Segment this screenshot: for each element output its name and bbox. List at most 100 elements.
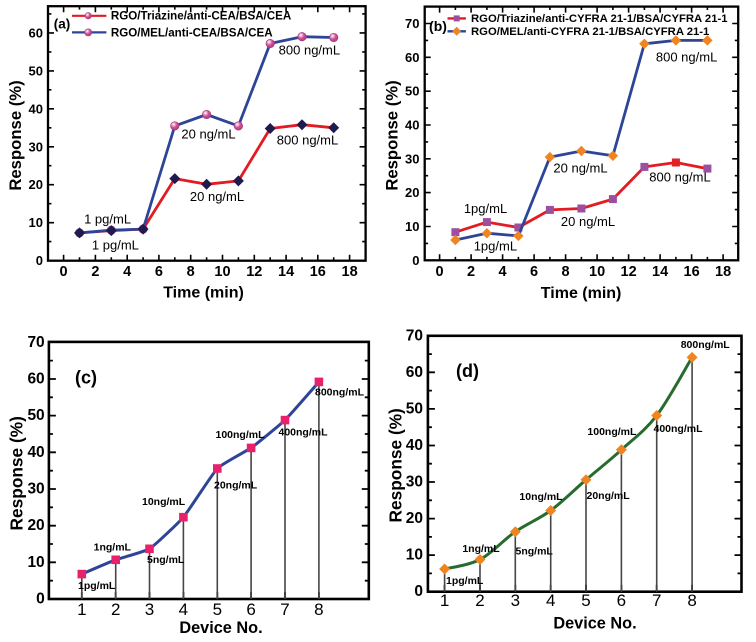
svg-text:0: 0 bbox=[60, 264, 68, 280]
svg-text:1ng/mL: 1ng/mL bbox=[94, 541, 132, 553]
svg-text:(b): (b) bbox=[429, 18, 447, 34]
svg-text:8: 8 bbox=[562, 264, 570, 280]
svg-text:Time (min): Time (min) bbox=[163, 285, 244, 302]
svg-text:6: 6 bbox=[617, 591, 626, 610]
svg-text:70: 70 bbox=[27, 334, 44, 351]
svg-text:1ng/mL: 1ng/mL bbox=[462, 543, 500, 555]
svg-text:0: 0 bbox=[414, 583, 423, 600]
svg-text:18: 18 bbox=[715, 264, 731, 280]
svg-text:1pg/mL: 1pg/mL bbox=[474, 238, 517, 253]
svg-text:20: 20 bbox=[27, 517, 44, 534]
svg-text:20: 20 bbox=[405, 185, 419, 200]
svg-text:20ng/mL: 20ng/mL bbox=[214, 479, 258, 491]
svg-text:16: 16 bbox=[310, 264, 326, 280]
svg-text:6: 6 bbox=[530, 264, 538, 280]
svg-text:14: 14 bbox=[652, 264, 668, 280]
svg-text:50: 50 bbox=[405, 84, 419, 99]
svg-text:RGO/MEL/anti-CYFRA 21-1/BSA/CY: RGO/MEL/anti-CYFRA 21-1/BSA/CYFRA 21-1 bbox=[471, 26, 709, 38]
svg-text:20: 20 bbox=[29, 177, 43, 192]
svg-text:400ng/mL: 400ng/mL bbox=[654, 423, 704, 435]
svg-text:1pg/mL: 1pg/mL bbox=[78, 580, 116, 592]
svg-text:1pg/mL: 1pg/mL bbox=[446, 575, 484, 587]
svg-text:(c): (c) bbox=[75, 368, 97, 388]
svg-text:0: 0 bbox=[36, 253, 43, 268]
svg-text:20ng/mL: 20ng/mL bbox=[587, 490, 631, 502]
svg-text:0: 0 bbox=[412, 253, 419, 268]
svg-text:40: 40 bbox=[29, 101, 43, 116]
svg-text:20 ng/mL: 20 ng/mL bbox=[181, 127, 235, 142]
svg-text:800 ng/mL: 800 ng/mL bbox=[277, 133, 338, 148]
svg-text:10: 10 bbox=[406, 547, 423, 564]
svg-text:60: 60 bbox=[27, 371, 44, 388]
svg-text:RGO/MEL/anti-CEA/BSA/CEA: RGO/MEL/anti-CEA/BSA/CEA bbox=[111, 26, 273, 39]
svg-text:60: 60 bbox=[29, 25, 43, 40]
svg-text:30: 30 bbox=[406, 474, 423, 491]
svg-text:100ng/mL: 100ng/mL bbox=[215, 429, 265, 441]
svg-text:100ng/mL: 100ng/mL bbox=[587, 426, 637, 438]
svg-text:5ng/mL: 5ng/mL bbox=[516, 545, 554, 557]
svg-text:30: 30 bbox=[405, 151, 419, 166]
svg-text:800 ng/mL: 800 ng/mL bbox=[656, 50, 717, 65]
svg-text:8: 8 bbox=[314, 600, 323, 619]
svg-text:800 ng/mL: 800 ng/mL bbox=[279, 43, 340, 58]
svg-text:10: 10 bbox=[27, 554, 44, 571]
svg-text:40: 40 bbox=[27, 444, 44, 461]
svg-text:2: 2 bbox=[467, 264, 475, 280]
svg-text:5: 5 bbox=[213, 600, 222, 619]
svg-text:10: 10 bbox=[405, 219, 419, 234]
svg-text:400ng/mL: 400ng/mL bbox=[278, 427, 328, 439]
svg-text:0: 0 bbox=[36, 591, 45, 608]
svg-text:4: 4 bbox=[179, 600, 188, 619]
svg-text:18: 18 bbox=[342, 264, 358, 280]
svg-text:Response (%): Response (%) bbox=[386, 408, 406, 522]
svg-text:4: 4 bbox=[123, 264, 131, 280]
svg-text:800ng/mL: 800ng/mL bbox=[315, 386, 365, 398]
svg-text:10: 10 bbox=[214, 264, 230, 280]
svg-text:3: 3 bbox=[145, 600, 154, 619]
svg-text:8: 8 bbox=[687, 591, 696, 610]
svg-text:12: 12 bbox=[621, 264, 637, 280]
svg-text:30: 30 bbox=[27, 481, 44, 498]
svg-text:1: 1 bbox=[440, 591, 449, 610]
svg-text:6: 6 bbox=[246, 600, 255, 619]
svg-text:4: 4 bbox=[546, 591, 555, 610]
svg-text:Response (%): Response (%) bbox=[383, 80, 402, 190]
svg-text:10: 10 bbox=[29, 215, 43, 230]
svg-text:3: 3 bbox=[511, 591, 520, 610]
svg-text:40: 40 bbox=[405, 118, 419, 133]
svg-text:5: 5 bbox=[581, 591, 590, 610]
svg-text:0: 0 bbox=[436, 264, 444, 280]
svg-text:2: 2 bbox=[475, 591, 484, 610]
svg-text:50: 50 bbox=[29, 63, 43, 78]
svg-text:10: 10 bbox=[589, 264, 605, 280]
svg-text:7: 7 bbox=[652, 591, 661, 610]
svg-text:7: 7 bbox=[280, 600, 289, 619]
svg-text:Response (%): Response (%) bbox=[7, 416, 27, 530]
svg-text:1: 1 bbox=[77, 600, 86, 619]
svg-text:60: 60 bbox=[406, 364, 423, 381]
svg-text:8: 8 bbox=[187, 264, 195, 280]
svg-text:14: 14 bbox=[278, 264, 294, 280]
svg-text:50: 50 bbox=[406, 400, 423, 417]
svg-text:800ng/mL: 800ng/mL bbox=[681, 339, 731, 351]
svg-text:16: 16 bbox=[684, 264, 700, 280]
svg-text:50: 50 bbox=[27, 407, 44, 424]
svg-text:(d): (d) bbox=[456, 361, 479, 381]
svg-text:70: 70 bbox=[405, 16, 419, 31]
svg-text:1 pg/mL: 1 pg/mL bbox=[84, 212, 131, 227]
svg-text:Device No.: Device No. bbox=[179, 619, 262, 637]
svg-text:20: 20 bbox=[406, 510, 423, 527]
svg-text:1pg/mL: 1pg/mL bbox=[464, 201, 507, 216]
svg-text:4: 4 bbox=[499, 264, 507, 280]
svg-text:5ng/mL: 5ng/mL bbox=[147, 554, 185, 566]
svg-text:60: 60 bbox=[405, 50, 419, 65]
svg-text:Response (%): Response (%) bbox=[6, 80, 25, 190]
svg-text:20 ng/mL: 20 ng/mL bbox=[190, 189, 244, 204]
svg-text:20 ng/mL: 20 ng/mL bbox=[561, 214, 615, 229]
svg-text:RGO/Triazine/anti-CEA/BSA/CEA: RGO/Triazine/anti-CEA/BSA/CEA bbox=[111, 10, 292, 23]
svg-text:1 pg/mL: 1 pg/mL bbox=[92, 238, 139, 253]
svg-text:10ng/mL: 10ng/mL bbox=[519, 491, 563, 503]
svg-text:Time (min): Time (min) bbox=[541, 285, 622, 302]
svg-text:12: 12 bbox=[246, 264, 262, 280]
svg-text:2: 2 bbox=[111, 600, 120, 619]
